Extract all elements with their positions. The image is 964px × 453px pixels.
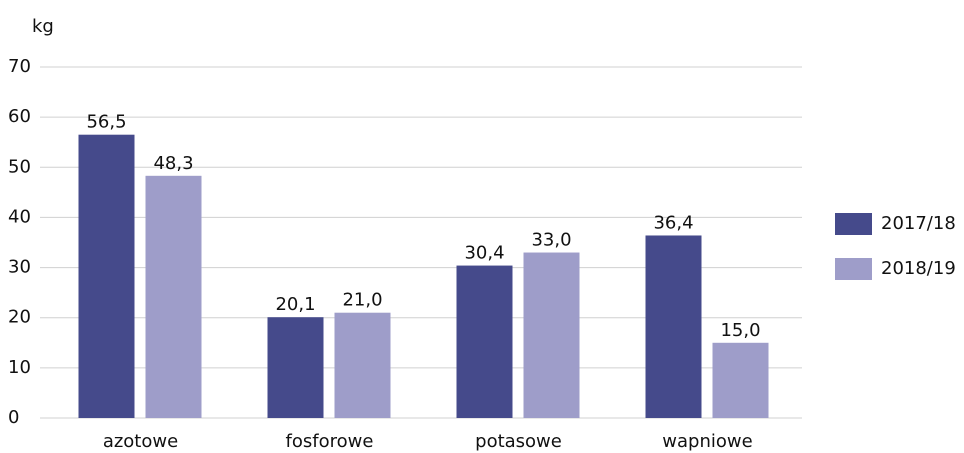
y-tick-label: 40 <box>8 206 31 227</box>
x-tick-label: fosforowe <box>286 431 374 452</box>
bar <box>456 265 513 418</box>
y-tick-label: 30 <box>8 257 31 278</box>
bar <box>334 312 391 418</box>
value-label: 33,0 <box>531 230 571 251</box>
y-tick-label: 50 <box>8 156 31 177</box>
value-label: 48,3 <box>153 153 193 174</box>
value-label: 15,0 <box>720 320 760 341</box>
bar <box>145 175 202 418</box>
bar <box>645 235 702 418</box>
bar <box>78 134 135 418</box>
bar <box>712 342 769 418</box>
legend-swatch <box>835 213 872 235</box>
bar <box>267 317 324 418</box>
value-label: 21,0 <box>342 290 382 311</box>
x-tick-label: wapniowe <box>662 431 752 452</box>
y-tick-label: 10 <box>8 357 31 378</box>
x-tick-label: potasowe <box>475 431 562 452</box>
legend-label: 2018/19 <box>881 258 956 279</box>
x-tick-label: azotowe <box>103 431 178 452</box>
y-axis-label: kg <box>32 16 54 37</box>
y-tick-label: 60 <box>8 106 31 127</box>
legend-label: 2017/18 <box>881 213 956 234</box>
y-tick-label: 70 <box>8 56 31 77</box>
legend-swatch <box>835 258 872 280</box>
value-label: 30,4 <box>464 243 504 264</box>
y-tick-label: 0 <box>8 407 19 428</box>
value-label: 56,5 <box>86 112 126 133</box>
value-label: 20,1 <box>275 294 315 315</box>
y-tick-label: 20 <box>8 307 31 328</box>
value-label: 36,4 <box>653 212 693 233</box>
bar <box>523 252 580 418</box>
